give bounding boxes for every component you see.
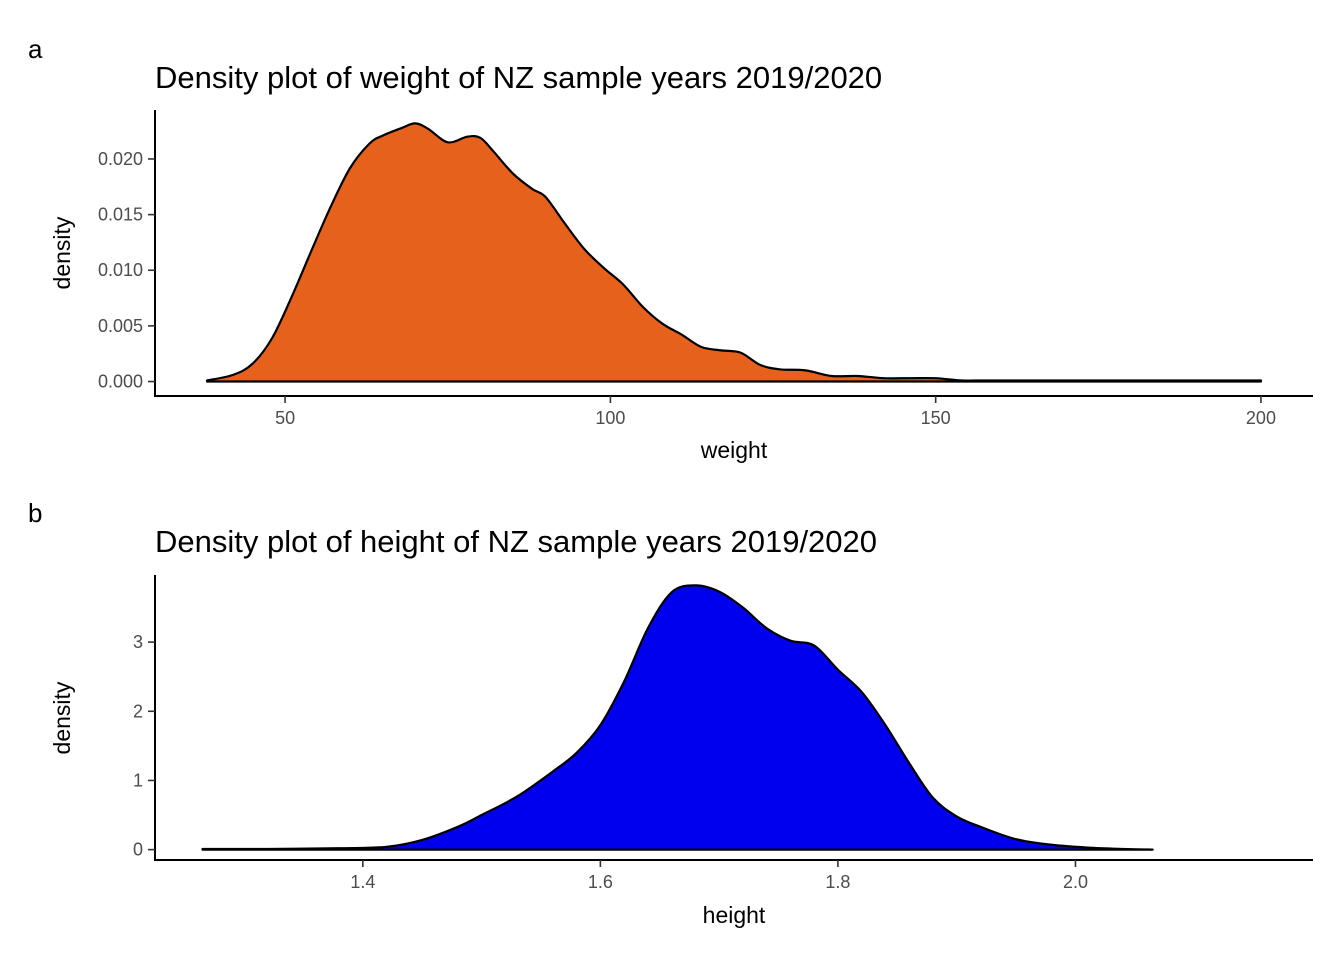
panel-a-x-ticks: 50 100 150 200 (275, 396, 1276, 428)
panel-a-y-axis-title: density (49, 216, 75, 289)
x-tick-label: 1.4 (350, 872, 375, 892)
height-density-area (201, 584, 1154, 851)
panel-a-y-ticks: 0.000 0.005 0.010 0.015 0.020 (98, 149, 155, 392)
x-tick-label: 150 (921, 408, 951, 428)
y-tick-label: 0.015 (98, 205, 143, 225)
y-tick-label: 0.010 (98, 260, 143, 280)
y-tick-label: 0.000 (98, 372, 143, 392)
panel-b-tag: b (28, 498, 42, 528)
panel-b-y-ticks: 0 1 2 3 (133, 632, 155, 860)
panel-b-title: Density plot of height of NZ sample year… (155, 524, 877, 559)
panel-a-x-axis-title: weight (700, 437, 768, 463)
panel-b-y-axis-title: density (49, 681, 75, 754)
y-tick-label: 0.005 (98, 316, 143, 336)
panel-a: a Density plot of weight of NZ sample ye… (28, 34, 1313, 463)
panel-b-x-ticks: 1.4 1.6 1.8 2.0 (350, 860, 1088, 892)
y-tick-label: 0 (133, 840, 143, 860)
y-tick-label: 0.020 (98, 149, 143, 169)
y-tick-label: 2 (133, 701, 143, 721)
y-tick-label: 1 (133, 770, 143, 790)
x-tick-label: 1.8 (825, 872, 850, 892)
x-tick-label: 100 (595, 408, 625, 428)
panel-b-x-axis-title: height (703, 902, 766, 928)
x-tick-label: 1.6 (588, 872, 613, 892)
panel-a-title: Density plot of weight of NZ sample year… (155, 60, 882, 95)
x-tick-label: 200 (1246, 408, 1276, 428)
x-tick-label: 50 (275, 408, 295, 428)
weight-density-area (205, 122, 1263, 383)
panel-a-tag: a (28, 34, 43, 64)
x-tick-label: 2.0 (1063, 872, 1088, 892)
y-tick-label: 3 (133, 632, 143, 652)
panel-b: b Density plot of height of NZ sample ye… (28, 498, 1313, 928)
